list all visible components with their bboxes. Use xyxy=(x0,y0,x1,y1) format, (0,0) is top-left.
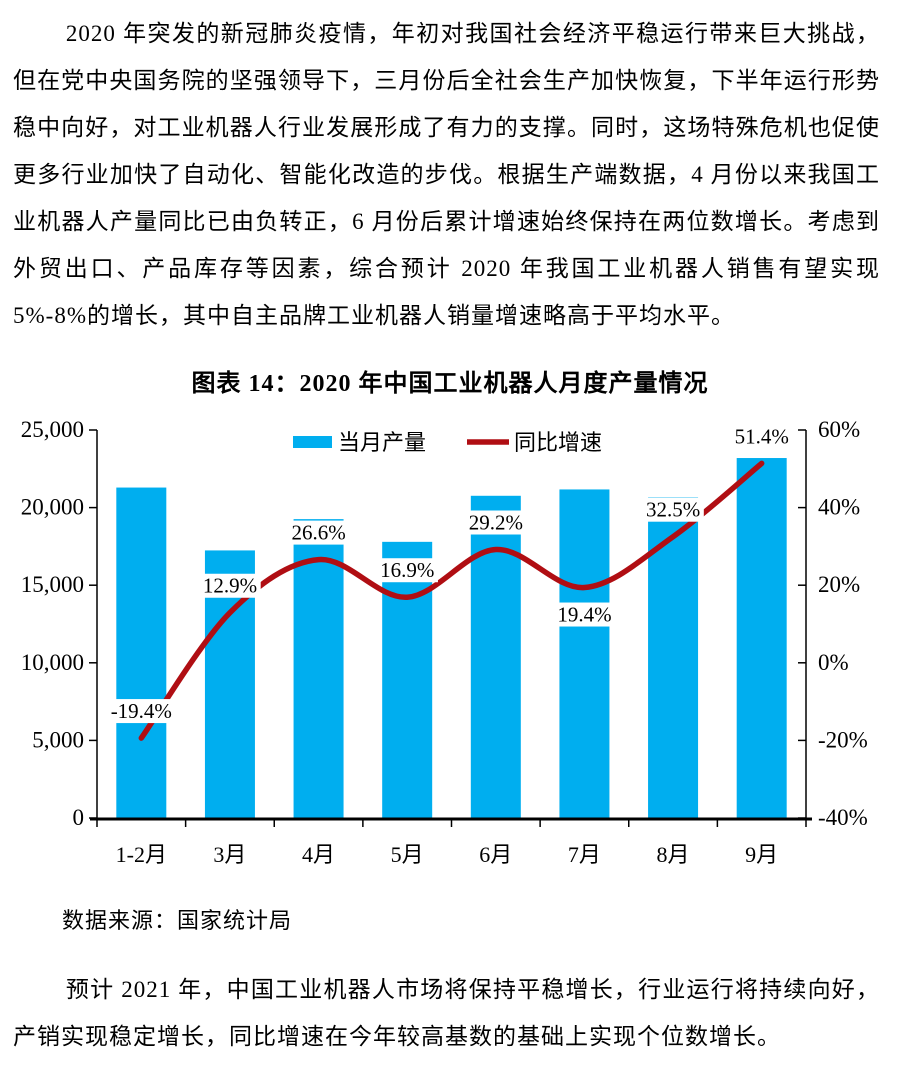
bar-1-2月 xyxy=(116,487,167,818)
data-label-bg xyxy=(287,520,350,545)
data-label-bg xyxy=(465,510,527,535)
data-label: 51.4% xyxy=(735,424,789,448)
data-label: 16.9% xyxy=(380,558,434,582)
data-label: 12.9% xyxy=(203,574,257,598)
chart-title: 图表 14：2020 年中国工业机器人月度产量情况 xyxy=(191,371,709,397)
bar-6月 xyxy=(470,495,521,818)
x-axis-category-label: 3月 xyxy=(213,842,246,867)
production-chart: 25,000 20,000 15,000 10,000 5,000 0 60% 40% 20% 0… xyxy=(21,417,868,867)
data-label: 26.6% xyxy=(291,521,345,545)
data-label-bg xyxy=(199,573,261,598)
bar-4月 xyxy=(293,519,344,818)
x-axis-category-label: 6月 xyxy=(479,842,512,867)
right-axis-tick-label: 0% xyxy=(818,650,849,675)
x-axis-category-label: 5月 xyxy=(391,842,424,867)
data-label: -19.4% xyxy=(111,699,172,723)
left-axis-tick-label: 20,000 xyxy=(21,495,84,520)
x-axis-category-label: 8月 xyxy=(657,842,690,867)
bar-5月 xyxy=(382,541,433,818)
left-axis-tick-label: 25,000 xyxy=(21,417,84,442)
data-label: 29.2% xyxy=(469,511,523,535)
data-source-note: 数据来源：国家统计局 xyxy=(62,908,293,933)
left-axis-tick-label: 0 xyxy=(73,805,85,830)
bar-8月 xyxy=(648,497,699,818)
bar-7月 xyxy=(559,489,610,818)
chart-figure: 25,000 20,000 15,000 10,000 5,000 0 60% 40% 20% 0… xyxy=(0,408,900,870)
x-axis-category-label: 9月 xyxy=(745,842,778,867)
right-axis-tick-label: 20% xyxy=(818,572,860,597)
bar-9月 xyxy=(736,458,787,818)
intro-paragraph: 2020 年突发的新冠肺炎疫情，年初对我国社会经济平稳运行带来巨大挑战，但在党中… xyxy=(13,21,880,328)
left-axis-tick-label: 15,000 xyxy=(21,572,84,597)
data-label-bg xyxy=(553,602,616,627)
x-axis-category-label: 1-2月 xyxy=(116,842,167,867)
right-axis-tick-label: -20% xyxy=(818,727,868,752)
x-axis-category-label: 7月 xyxy=(568,842,601,867)
growth-line xyxy=(138,460,765,741)
x-axis-category-label: 4月 xyxy=(302,842,335,867)
data-label: 32.5% xyxy=(646,498,700,522)
left-axis-tick-label: 10,000 xyxy=(21,650,84,675)
right-axis-tick-label: 40% xyxy=(818,495,860,520)
legend-growth-label: 同比增速 xyxy=(514,430,602,455)
data-label-bg xyxy=(376,558,438,583)
right-axis-tick-label: -40% xyxy=(818,805,868,830)
legend-production-swatch xyxy=(293,436,332,448)
left-axis-tick-label: 5,000 xyxy=(32,727,84,752)
right-axis-tick-label: 60% xyxy=(818,417,860,442)
data-label: 19.4% xyxy=(557,603,611,627)
outlook-paragraph: 预计 2021 年，中国工业机器人市场将保持平稳增长，行业运行将持续向好，产销实… xyxy=(13,977,880,1049)
data-label-bg xyxy=(104,699,178,724)
data-label-bg xyxy=(730,424,793,449)
legend-production-label: 当月产量 xyxy=(338,430,426,455)
data-label-bg xyxy=(642,497,704,522)
